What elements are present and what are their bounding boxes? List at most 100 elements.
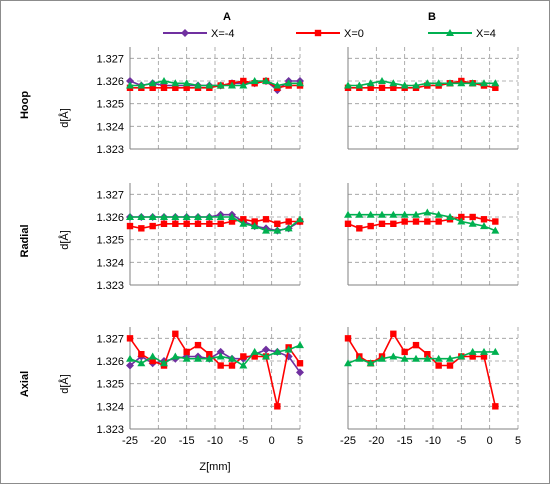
panel-a-hoop-series-x0-point-10 [240, 77, 247, 85]
panel-a-radial-series-x0-point-3 [160, 220, 168, 227]
panel-b-axial-xtick-2: -15 [397, 435, 413, 447]
panel-b-hoop-series-x0-point-2 [367, 84, 374, 91]
panel-b-radial-series-x4-point-6 [412, 210, 420, 218]
column-title-a: A [223, 11, 231, 23]
panel-a-axial-series-x0-point-2 [149, 357, 156, 365]
panel-b-radial-series-x0-point-11 [469, 213, 476, 221]
panel-a-hoop-series-x4-point-7 [205, 81, 214, 89]
panel-a-hoop-ytick-1: 1.324 [96, 121, 124, 133]
panel-a-hoop-ytick-3: 1.326 [96, 76, 124, 88]
panel-b-radial-series-x0-point-2 [367, 222, 374, 230]
panel-a-hoop-series-x4-line [130, 80, 300, 87]
panel-a-axial-series-x0-point-0 [126, 335, 134, 342]
panel-a-axial-series-x4-point-9 [228, 354, 236, 362]
legend-x4-label: X=4 [476, 28, 496, 40]
panel-b-radial-series-x0-point-0 [344, 220, 352, 227]
panel-b-hoop-series-x4-point-13 [491, 79, 500, 87]
panel-a-axial-series-x4-point-12 [262, 352, 270, 360]
panel-a-axial-series-x4 [126, 341, 304, 369]
y-axis-label-radial: d[Å] [58, 230, 71, 250]
panel-b-axial-xtick-4: -5 [456, 435, 466, 447]
panel-a-hoop-series-x0-point-4 [172, 84, 179, 91]
panel-b-hoop-series-x0-point-3 [378, 84, 386, 91]
panel-b-hoop [344, 47, 519, 150]
panel-a-radial-series-x0 [126, 216, 304, 232]
panel-a-radial-series-x4-point-11 [250, 222, 259, 230]
panel-a-axial-series-x0-point-7 [206, 351, 213, 358]
panel-a-axial-series-x4-point-14 [284, 345, 293, 353]
panel-a-radial-series-x4-point-0 [126, 213, 134, 220]
panel-a-radial-ytick-3: 1.326 [96, 212, 124, 224]
panel-a-radial-ytick-4: 1.327 [96, 189, 124, 201]
panel-b-hoop-series-x4-point-8 [434, 79, 443, 87]
panel-a-axial-series-x0-point-4 [172, 330, 179, 337]
panel-b-hoop-series-x4-point-9 [446, 79, 454, 87]
panel-a-axial-series-x4-point-3 [160, 359, 168, 367]
panel-a-axial-series-x4-line [129, 344, 301, 367]
panel-a-axial-series-x4-point-4 [171, 352, 180, 360]
panel-a-radial-series-x0-point-4 [172, 220, 179, 227]
panel-a-radial-series-x0-point-6 [194, 220, 202, 227]
panel-a-hoop-series-x4-point-0 [126, 77, 134, 85]
panel-a-hoop-series-x4-point-1 [137, 81, 146, 89]
panel-b-axial-series-x4-point-5 [400, 354, 409, 362]
panel-a-axial-ytick-3: 1.326 [96, 356, 124, 368]
panel-b-axial-series-x4-point-8 [434, 354, 443, 362]
panel-a-axial-series-x4-line [129, 348, 301, 373]
panel-a-axial-ytick-1: 1.324 [96, 401, 124, 413]
y-axis-label-hoop: d[Å] [58, 108, 71, 128]
panel-a-axial-xtick-1: -20 [150, 435, 166, 447]
panel-b-axial-series-x4-point-1 [355, 354, 364, 362]
panel-b-axial-xtick-5: 0 [487, 435, 493, 447]
panel-b-radial-series-x0-point-10 [458, 213, 465, 221]
panel-a-radial-series-x4-point-3 [160, 213, 168, 220]
panels: 1.323 1.324 1.325 1.326 1.327 1.323 1.324 1.325… [96, 47, 521, 447]
panel-a-axial-ytick-4: 1.327 [96, 333, 124, 345]
panel-a-radial-series-x4-point-13 [273, 226, 282, 234]
panel-b-radial-series-x0-point-13 [492, 218, 499, 225]
panel-b-radial-series-x0-point-7 [424, 218, 431, 225]
panel-a-axial-series-x4-point-5 [182, 354, 191, 362]
panel-a-axial-xtick-4: -5 [238, 435, 248, 447]
panel-b-axial-series-x0-point-11 [469, 353, 476, 360]
panel-a-radial-series-x4-point-4 [171, 213, 180, 220]
panel-b-axial-series-x4-point-4 [389, 352, 398, 360]
panel-a-axial-series-x0-line [129, 331, 301, 407]
legend-x4-label: X=-4 [211, 28, 235, 40]
panel-a-axial-series-x4-point-1 [137, 359, 146, 367]
panel-a-hoop-series-x0-point-5 [183, 84, 190, 91]
panel-b-radial-series-x4-point-4 [389, 210, 398, 218]
panel-a-radial-series-x4-point-5 [182, 213, 191, 220]
panel-b-radial-series-x4-point-7 [423, 208, 432, 216]
panel-a-axial-series-x0-point-6 [194, 341, 202, 349]
panel-b-axial-series-x4-point-0 [344, 359, 352, 367]
panel-a-radial-series-x4-point-1 [137, 213, 146, 220]
panel-b-axial-series-x4-point-9 [446, 354, 454, 362]
panel-a-axial-xtick-0: -25 [122, 435, 138, 447]
row-title-radial: Radial [19, 224, 31, 257]
panel-a-axial-series-x4-point-8 [216, 352, 225, 360]
panel-a-radial-series-x0-point-14 [285, 218, 292, 225]
panel-a-radial-series-x4-point-12 [262, 226, 270, 234]
panel-b-hoop-series-x0-point-13 [492, 84, 499, 91]
panel-a-axial-ytick-0: 1.323 [96, 424, 124, 436]
panel-a-hoop-series-x4-point-8 [216, 81, 225, 89]
panel-a-axial-ytick-2: 1.325 [96, 379, 124, 391]
panel-a-radial-series-x4-point-9 [228, 213, 236, 220]
panel-b-radial-series-x4-point-1 [355, 210, 364, 218]
panel-a-radial-ytick-2: 1.325 [96, 235, 124, 247]
panel-a-axial-series-x4-point-11 [250, 347, 259, 355]
panel-b-axial-series-x0-point-6 [412, 341, 420, 349]
panel-a-radial-series-x0-point-11 [251, 218, 258, 225]
panel-a-axial-series-x4-point-13 [273, 347, 282, 355]
panel-b-radial-series-x0-point-5 [401, 218, 408, 225]
panel-b-axial-series-x4-point-3 [378, 354, 386, 362]
panel-a-axial-series-x0-point-8 [217, 362, 224, 369]
panel-b-hoop-series-x4-point-5 [400, 81, 409, 89]
panel-a-radial-series-x0-point-10 [240, 216, 247, 223]
y-axis-label-axial: d[Å] [58, 374, 71, 394]
column-title-b: B [428, 11, 436, 23]
panel-b-radial-series-x4-point-2 [366, 210, 375, 218]
panel-a-radial-series-x4 [126, 213, 304, 234]
panel-b-axial-xtick-0: -25 [340, 435, 356, 447]
